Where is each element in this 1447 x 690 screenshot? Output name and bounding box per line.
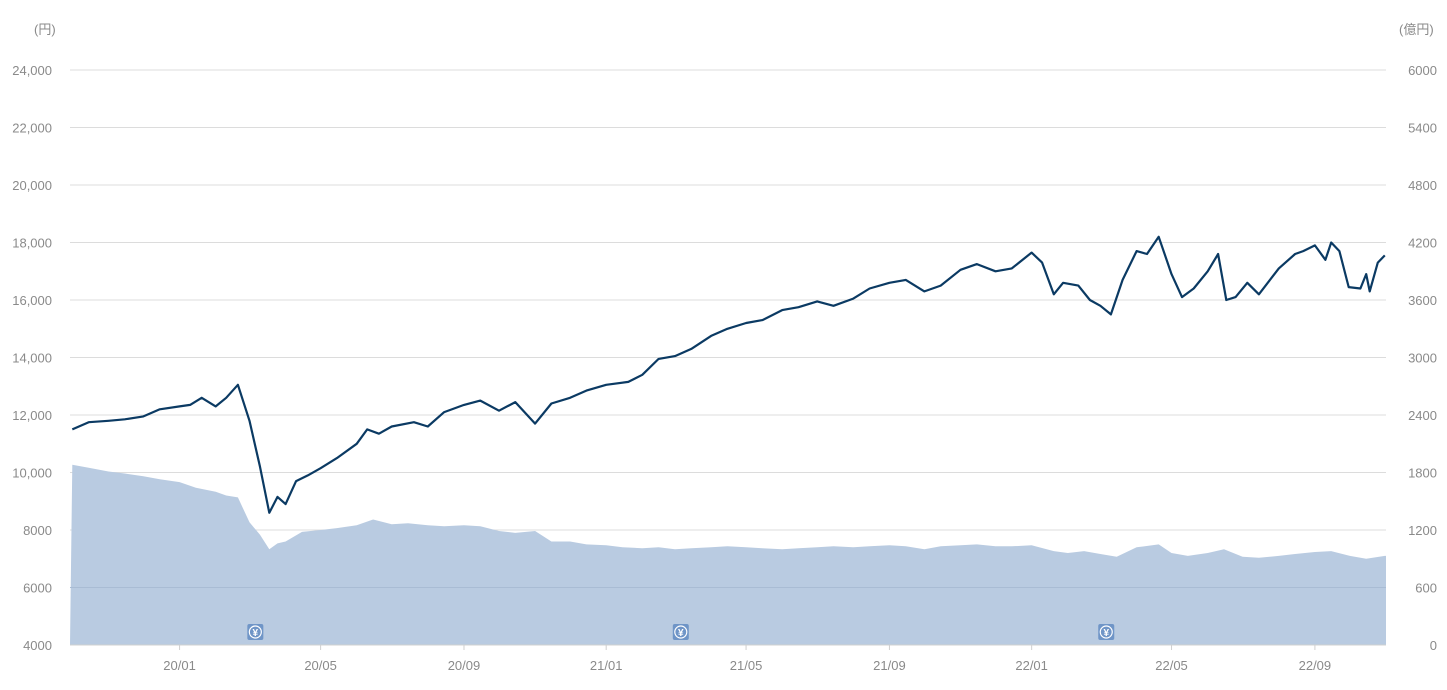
yen-symbol: ¥ [253,628,259,639]
right-tick-label: 0 [1430,638,1437,653]
yen-symbol: ¥ [678,628,684,639]
left-tick-label: 6000 [23,581,52,596]
left-tick-label: 16,000 [12,293,52,308]
right-tick-label: 5400 [1408,121,1437,136]
axis-layer: 4000 0 6000 600 8000 1200 10,000 1800 12,000 2400… [12,63,1437,673]
yen-symbol: ¥ [1103,628,1109,639]
left-tick-label: 24,000 [12,63,52,78]
aum-area-series [70,464,1386,645]
left-tick-label: 14,000 [12,351,52,366]
x-tick-label: 20/09 [448,658,481,673]
left-tick-label: 22,000 [12,121,52,136]
right-tick-label: 1200 [1408,523,1437,538]
right-tick-label: 4800 [1408,178,1437,193]
right-tick-label: 3600 [1408,293,1437,308]
aum-area-layer [70,464,1386,645]
left-tick-label: 4000 [23,638,52,653]
left-axis-unit-label: (円) [34,22,56,37]
x-tick-label: 20/01 [163,658,196,673]
left-tick-label: 8000 [23,523,52,538]
right-tick-label: 600 [1415,581,1437,596]
distribution-marker-layer: ¥ ¥ ¥ [247,624,1115,640]
x-tick-label: 21/01 [590,658,623,673]
right-tick-label: 6000 [1408,63,1437,78]
left-tick-label: 10,000 [12,466,52,481]
right-tick-label: 4200 [1408,236,1437,251]
left-tick-label: 18,000 [12,236,52,251]
x-tick-label: 22/09 [1299,658,1332,673]
right-tick-label: 1800 [1408,466,1437,481]
yen-icon-ring [1099,625,1113,639]
price-line-layer [71,235,1386,514]
right-axis-unit-label: (億円) [1399,22,1434,37]
yen-icon-ring [248,625,262,639]
right-tick-label: 3000 [1408,351,1437,366]
x-tick-label: 22/05 [1155,658,1188,673]
distribution-marker: ¥ [672,624,689,640]
left-tick-label: 12,000 [12,408,52,423]
left-tick-label: 20,000 [12,178,52,193]
x-tick-label: 22/01 [1015,658,1048,673]
x-tick-label: 20/05 [304,658,337,673]
grid-layer [70,69,1386,588]
distribution-marker: ¥ [247,624,264,640]
x-tick-label: 21/05 [730,658,763,673]
yen-icon-ring [674,625,688,639]
price-line-series [71,235,1386,514]
x-tick-label: 21/09 [873,658,906,673]
right-tick-label: 2400 [1408,408,1437,423]
distribution-marker: ¥ [1098,624,1115,640]
